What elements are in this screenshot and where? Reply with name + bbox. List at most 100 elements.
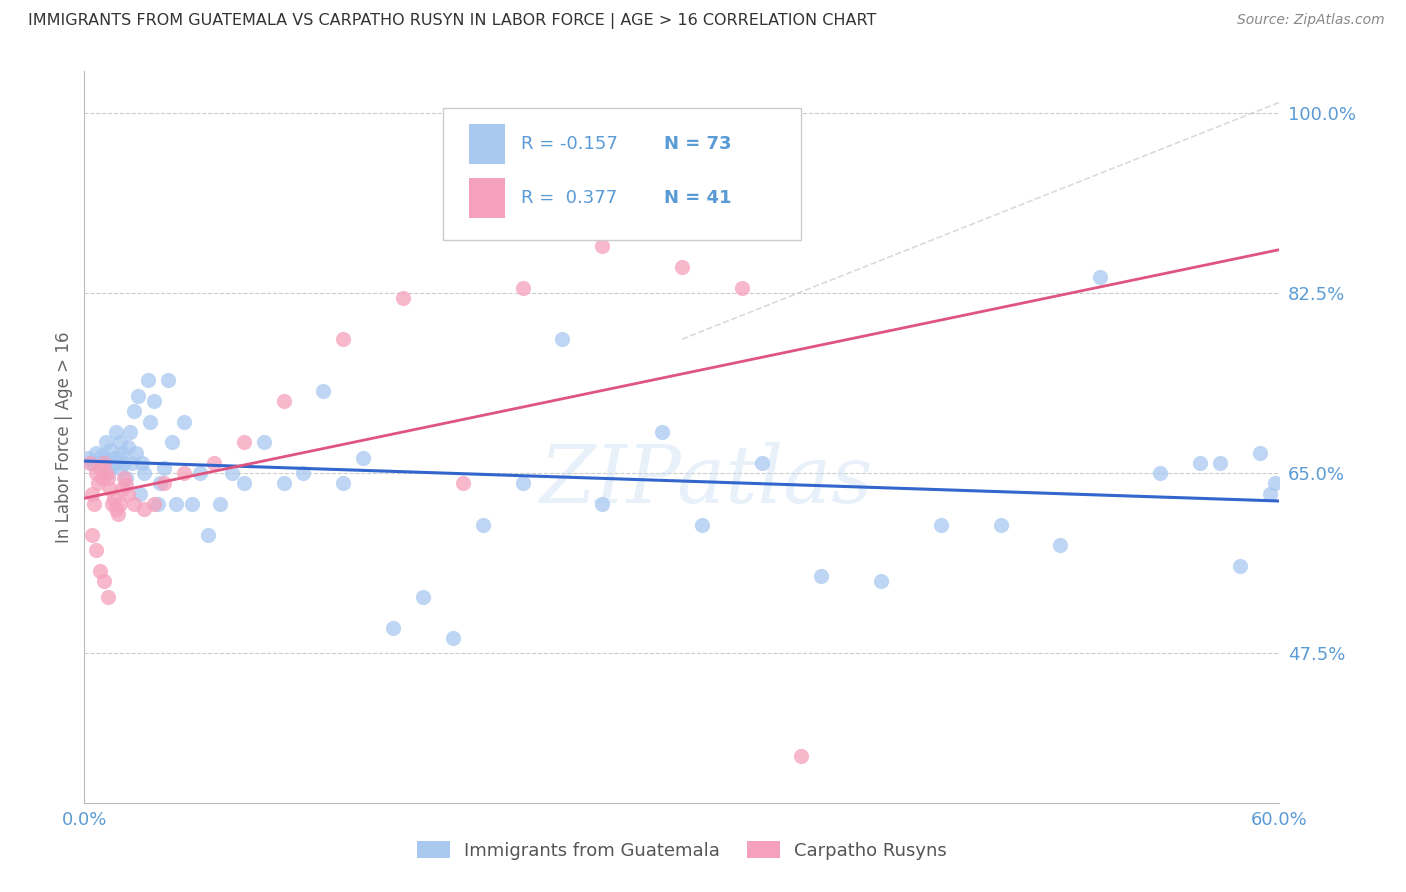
Point — [120, 425, 142, 439]
Point — [929, 517, 952, 532]
Point — [273, 476, 295, 491]
Point — [512, 476, 534, 491]
Point — [1090, 270, 1112, 285]
Point — [122, 404, 145, 418]
Point — [97, 590, 120, 604]
Point — [87, 476, 110, 491]
Y-axis label: In Labor Force | Age > 16: In Labor Force | Age > 16 — [55, 331, 73, 543]
Point — [1049, 538, 1071, 552]
Point — [82, 456, 104, 470]
Point — [441, 631, 464, 645]
Point — [101, 458, 124, 472]
Text: R =  0.377: R = 0.377 — [520, 189, 617, 207]
Point — [512, 281, 534, 295]
Point — [1229, 558, 1251, 573]
Point — [112, 471, 135, 485]
Point — [136, 373, 159, 387]
Point — [671, 260, 693, 274]
Point — [731, 281, 754, 295]
Point — [197, 528, 219, 542]
Point — [153, 461, 176, 475]
Text: ZIPatlas: ZIPatlas — [538, 442, 873, 520]
Point — [93, 456, 115, 470]
Point — [125, 445, 148, 459]
Point — [690, 517, 713, 532]
Bar — [470, 124, 505, 164]
Point — [870, 574, 893, 589]
Point — [292, 466, 315, 480]
Point — [1209, 456, 1232, 470]
Point — [412, 590, 434, 604]
Point — [132, 502, 156, 516]
Point — [129, 487, 152, 501]
Point — [103, 450, 125, 465]
Point — [105, 502, 128, 516]
Point — [751, 456, 773, 470]
Point — [101, 497, 124, 511]
Point — [551, 332, 574, 346]
Point — [97, 471, 120, 485]
Point — [143, 497, 166, 511]
Point — [89, 564, 111, 578]
Point — [332, 476, 354, 491]
Point — [103, 491, 125, 506]
Text: IMMIGRANTS FROM GUATEMALA VS CARPATHO RUSYN IN LABOR FORCE | AGE > 16 CORRELATIO: IMMIGRANTS FROM GUATEMALA VS CARPATHO RU… — [28, 13, 876, 29]
Point — [202, 456, 225, 470]
Point — [86, 543, 108, 558]
Point — [82, 528, 104, 542]
Point — [1264, 476, 1286, 491]
Point — [86, 466, 108, 480]
Point — [1258, 487, 1281, 501]
Point — [127, 389, 149, 403]
Point — [89, 456, 111, 470]
Point — [111, 482, 134, 496]
Point — [591, 239, 613, 253]
Point — [181, 497, 204, 511]
Point — [810, 569, 832, 583]
Point — [105, 456, 128, 470]
Point — [146, 497, 169, 511]
Point — [86, 445, 108, 459]
Text: R = -0.157: R = -0.157 — [520, 136, 617, 153]
Point — [990, 517, 1012, 532]
Point — [651, 425, 673, 439]
Point — [332, 332, 354, 346]
Point — [83, 497, 105, 511]
Point — [131, 456, 153, 470]
Point — [392, 291, 415, 305]
Point — [110, 497, 132, 511]
Point — [382, 621, 405, 635]
Point — [790, 749, 813, 764]
FancyBboxPatch shape — [443, 108, 801, 240]
Legend: Immigrants from Guatemala, Carpatho Rusyns: Immigrants from Guatemala, Carpatho Rusy… — [411, 834, 953, 867]
Point — [115, 471, 138, 485]
Point — [157, 373, 180, 387]
Point — [1188, 456, 1211, 470]
Point — [232, 476, 254, 491]
Point — [153, 476, 176, 491]
Point — [352, 450, 374, 465]
Point — [139, 415, 162, 429]
Point — [173, 415, 195, 429]
Point — [107, 508, 129, 522]
Point — [188, 466, 211, 480]
Point — [77, 450, 100, 465]
Point — [96, 435, 118, 450]
Point — [117, 441, 139, 455]
Point — [96, 466, 118, 480]
Point — [89, 461, 111, 475]
Point — [122, 497, 145, 511]
Point — [165, 497, 187, 511]
Point — [143, 394, 166, 409]
Point — [79, 456, 101, 470]
Point — [232, 435, 254, 450]
Point — [121, 456, 143, 470]
Point — [93, 574, 115, 589]
Point — [82, 487, 104, 501]
Point — [221, 466, 243, 480]
Point — [451, 476, 474, 491]
Text: N = 41: N = 41 — [664, 189, 731, 207]
Point — [111, 445, 134, 459]
Point — [591, 497, 613, 511]
Point — [110, 461, 132, 475]
